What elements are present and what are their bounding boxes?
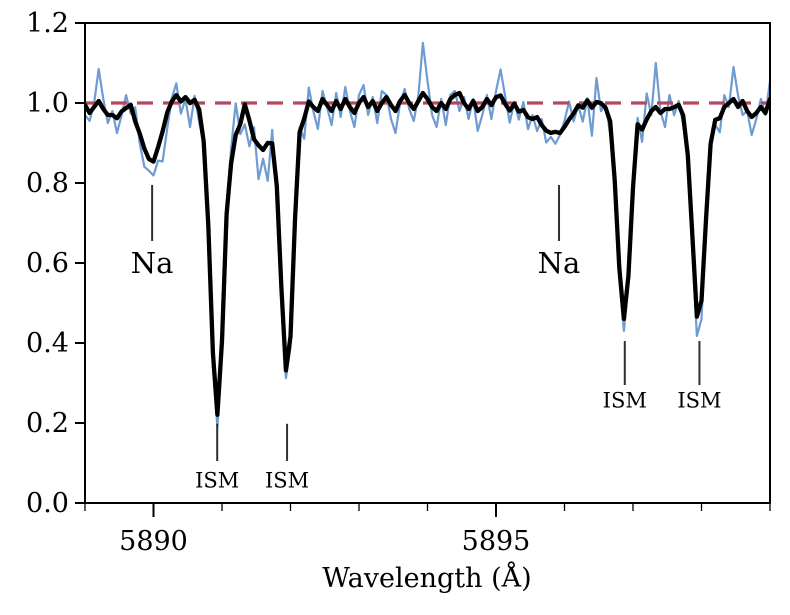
ism-annotation-label: ISM: [195, 469, 239, 493]
ism-annotation-label: ISM: [265, 469, 309, 493]
smoothed-spectrum-line: [85, 90, 770, 417]
y-tick-label: 0.0: [26, 488, 69, 519]
x-tick-label: 5895: [462, 526, 531, 557]
y-tick-label: 1.2: [26, 8, 69, 39]
x-tick-label: 5890: [119, 526, 188, 557]
ism-annotation-label: ISM: [677, 389, 721, 413]
ism-annotation-label: ISM: [603, 389, 647, 413]
plot-border: [84, 22, 771, 504]
plot-layers: 5890 5895 0.0 0.2 0.4 0.6 0.8 1.0 1.2 Na Na ISM ISM I…: [26, 8, 771, 557]
na-annotation-label: Na: [131, 246, 174, 280]
y-tick-label: 1.0: [26, 88, 69, 119]
y-tick-label: 0.8: [26, 168, 69, 199]
y-tick-label: 0.4: [26, 328, 69, 359]
na-annotation-label: Na: [538, 246, 581, 280]
x-axis-title: Wavelength (Å): [322, 561, 531, 594]
series-layer: [85, 41, 770, 428]
y-tick-label: 0.2: [26, 408, 69, 439]
y-tick-label: 0.6: [26, 248, 69, 279]
